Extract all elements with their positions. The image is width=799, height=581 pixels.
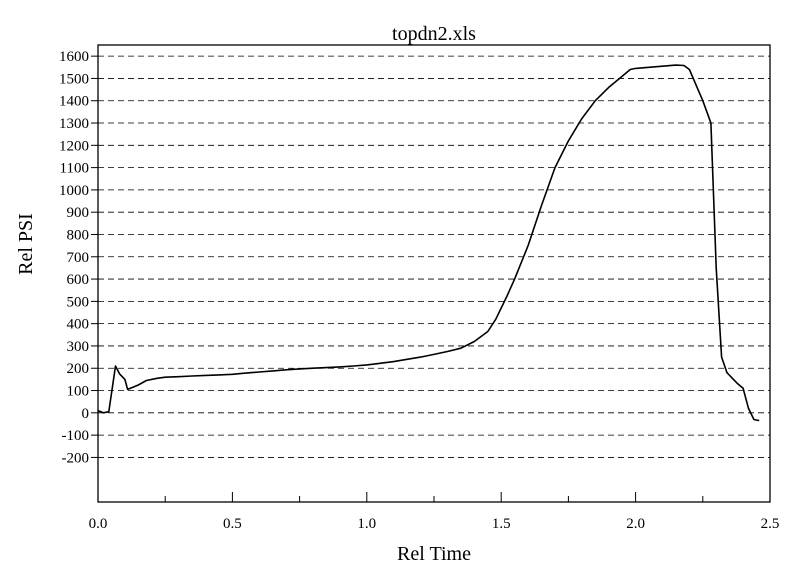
y-tick-label: 600 xyxy=(67,272,90,288)
y-tick-label: -200 xyxy=(62,450,90,466)
y-tick-label: 1600 xyxy=(59,49,89,65)
x-tick-label: 2.0 xyxy=(626,516,645,532)
y-tick-label: 1200 xyxy=(59,138,89,154)
y-tick-label: 1000 xyxy=(59,183,89,199)
y-tick-label: 1400 xyxy=(59,94,89,110)
y-tick-label: -100 xyxy=(62,428,90,444)
x-tick-label: 0.0 xyxy=(89,516,108,532)
y-tick-label: 1300 xyxy=(59,116,89,132)
y-axis: -200 -100 0 100 200 300 400 500 600 700 800 900 1000… xyxy=(59,49,98,466)
grid-lines xyxy=(98,55,770,458)
y-tick-label: 800 xyxy=(67,227,90,243)
x-axis-label: Rel Time xyxy=(397,543,471,565)
series-line xyxy=(97,64,760,422)
y-tick-label: 500 xyxy=(67,294,90,310)
x-tick-label: 1.5 xyxy=(492,516,511,532)
y-tick-label: 900 xyxy=(67,205,90,221)
y-tick-label: 200 xyxy=(67,361,90,377)
y-tick-label: 100 xyxy=(67,384,90,400)
chart-title: topdn2.xls xyxy=(392,23,476,45)
y-tick-label: 400 xyxy=(67,317,90,333)
y-tick-label: 300 xyxy=(67,339,90,355)
x-tick-label: 1.0 xyxy=(357,516,376,532)
x-tick-label: 2.5 xyxy=(761,516,780,532)
y-axis-label: Rel PSI xyxy=(15,213,37,275)
x-axis: 0.0 0.5 1.0 1.5 2.0 2.5 xyxy=(89,492,780,532)
y-tick-label: 1100 xyxy=(60,161,89,177)
x-tick-label: 0.5 xyxy=(223,516,242,532)
y-tick-label: 700 xyxy=(67,250,90,266)
y-tick-label: 1500 xyxy=(59,71,89,87)
y-tick-label: 0 xyxy=(82,406,90,422)
